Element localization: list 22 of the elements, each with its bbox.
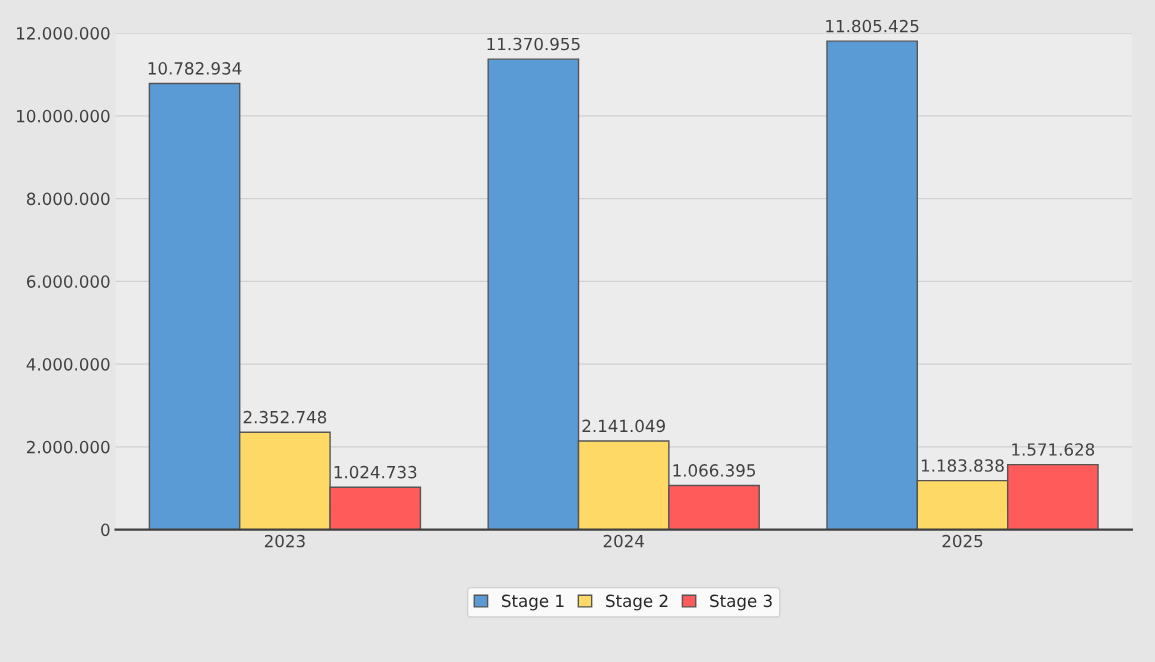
y-tick-label: 0 [101,523,110,537]
data-label: 11.370.955 [487,37,580,51]
legend-label: Stage 2 [606,594,668,611]
data-label: 1.571.628 [1012,443,1095,456]
legend-label: Stage 3 [710,594,772,611]
y-tick-label: 12.000.000 [17,27,110,40]
y-tick-label: 2.000.000 [27,440,110,454]
y-tick-label: 6.000.000 [26,275,110,288]
data-label: 10.782.934 [148,62,242,75]
data-label: 1.183.838 [921,459,1004,472]
y-tick-label: 10.000.000 [17,109,110,123]
x-tick-label: 2024 [603,534,644,548]
legend-label: Stage 1 [502,594,564,611]
data-label: 1.024.733 [334,465,417,479]
x-tick-label: 2023 [264,534,305,548]
data-label: 2.352.748 [243,410,327,424]
data-label: 11.805.425 [826,19,919,33]
data-label: 2.141.049 [582,419,665,433]
y-tick-label: 4.000.000 [26,358,110,371]
data-label: 1.066.395 [673,464,755,477]
x-tick-label: 2025 [942,534,983,548]
y-tick-label: 8.000.000 [26,192,110,206]
